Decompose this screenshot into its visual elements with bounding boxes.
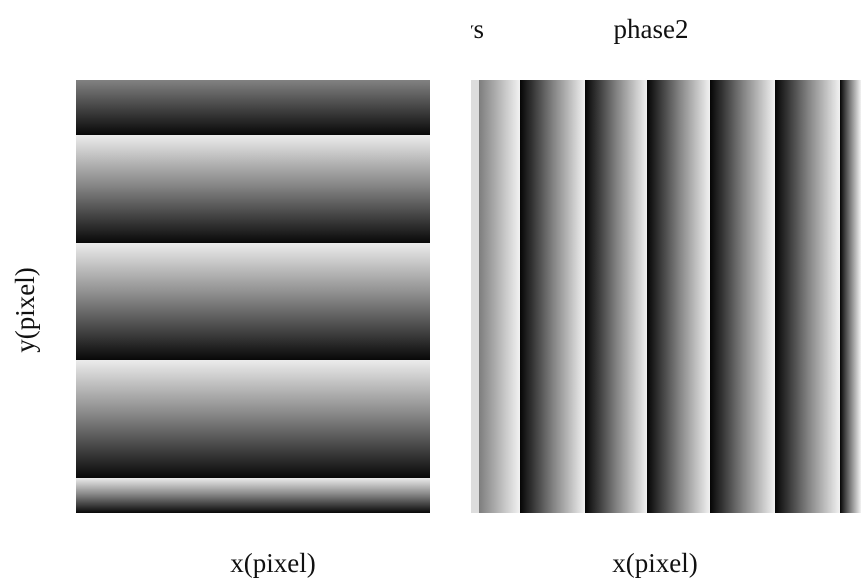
fringe-band [76,243,471,360]
y-axis-label: y(pixel) [10,267,40,352]
mask [76,0,471,80]
fringe-band [76,478,471,513]
fringe-band [520,80,585,513]
fringe-band [840,80,861,513]
fringe-band [585,80,647,513]
right-title: phase2 [614,14,689,44]
fringe-band [710,80,775,513]
fringe-band [76,360,471,478]
right-x-label: x(pixel) [612,548,697,578]
fringe-band [647,80,710,513]
edge [471,80,479,513]
fringe-band [76,135,471,243]
phase2-image [430,80,861,513]
mask [430,80,471,513]
left-x-label: x(pixel) [230,548,315,578]
phase1-image [76,0,471,513]
fringe-band [775,80,840,513]
